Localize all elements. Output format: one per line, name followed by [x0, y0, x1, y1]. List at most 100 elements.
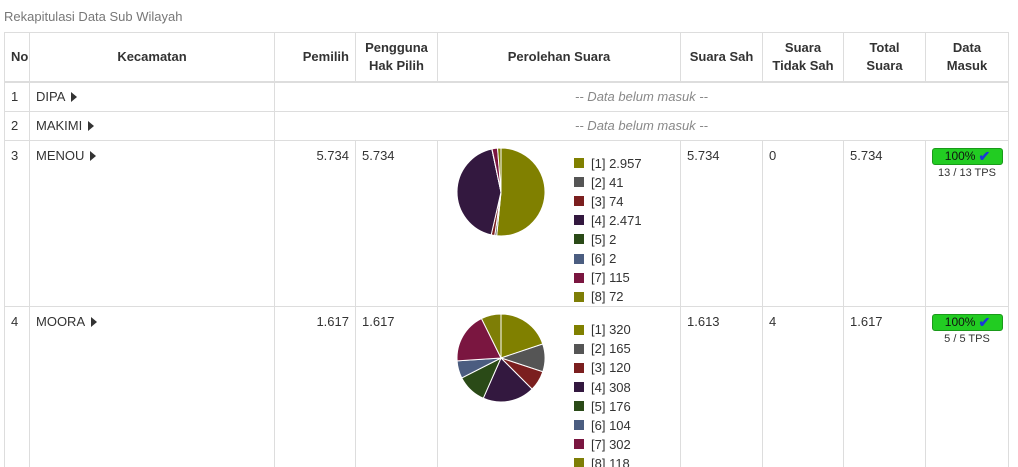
pie-slice-1: [496, 146, 546, 236]
header-pemilih: Pemilih: [274, 32, 356, 83]
legend-label: [5] 2: [591, 231, 617, 247]
row-no: 2: [4, 110, 30, 141]
header-pengguna: Pengguna Hak Pilih: [355, 32, 438, 83]
legend-swatch: [574, 196, 584, 207]
legend-item: [1] 320: [574, 320, 631, 339]
kecamatan-name: DIPA: [36, 88, 66, 104]
kecamatan-link[interactable]: MAKIMI: [36, 112, 95, 140]
progress-label: 100%: [944, 148, 976, 163]
kecamatan-link[interactable]: MOORA: [36, 314, 98, 330]
legend-item: [3] 74: [574, 192, 642, 211]
pengguna-value: 1.617: [355, 306, 438, 467]
total-value: 1.617: [843, 306, 926, 467]
pengguna-value: 5.734: [355, 139, 438, 308]
rekap-table: No Kecamatan Pemilih Pengguna Hak Pilih …: [4, 32, 1009, 467]
vote-pie-chart: [456, 313, 546, 403]
legend-item: [5] 176: [574, 397, 631, 416]
kecamatan-cell[interactable]: MOORA: [29, 306, 275, 467]
legend-label: [7] 115: [591, 270, 630, 286]
legend-swatch: [574, 158, 584, 169]
pie-slice-8: [480, 313, 502, 359]
caret-right-icon: [71, 91, 78, 102]
vote-legend: [1] 2.957 [2] 41 [3] 74 [4] 2.471 [5] 2 [6] 2…: [574, 154, 642, 307]
legend-item: [1] 2.957: [574, 154, 642, 173]
legend-label: [4] 308: [591, 379, 631, 395]
data-masuk-cell: 100% ✔ 13 / 13 TPS: [925, 139, 1009, 308]
pie-slice-4: [482, 357, 533, 403]
legend-item: [4] 308: [574, 378, 631, 397]
tidak-sah-value: 0: [762, 139, 844, 308]
status-text: -- Data belum masuk --: [274, 81, 1009, 112]
table-row: 4 MOORA 1.617 1.617 [1] 320 [2] 165 [3] 12…: [4, 306, 1009, 467]
legend-swatch: [574, 382, 584, 393]
legend-swatch: [574, 324, 584, 335]
legend-swatch: [574, 343, 584, 354]
sah-value: 5.734: [680, 139, 763, 308]
legend-item: [7] 115: [574, 268, 642, 287]
legend-label: [2] 41: [591, 174, 624, 190]
legend-label: [1] 2.957: [591, 155, 642, 171]
legend-label: [8] 118: [591, 455, 630, 467]
legend-swatch: [574, 362, 584, 373]
kecamatan-name: MOORA: [36, 314, 86, 330]
legend-item: [8] 72: [574, 287, 642, 306]
check-icon: ✔: [978, 314, 991, 331]
tps-count: 5 / 5 TPS: [944, 333, 990, 346]
status-text: -- Data belum masuk --: [274, 110, 1009, 141]
legend-item: [8] 118: [574, 454, 631, 467]
legend-swatch: [574, 401, 584, 412]
header-perolehan: Perolehan Suara: [437, 32, 681, 83]
tidak-sah-value: 4: [762, 306, 844, 467]
legend-label: [3] 74: [591, 193, 624, 209]
kecamatan-cell[interactable]: MAKIMI: [29, 110, 275, 141]
legend-swatch: [574, 177, 584, 188]
kecamatan-link[interactable]: DIPA: [36, 83, 78, 111]
header-row: No Kecamatan Pemilih Pengguna Hak Pilih …: [4, 32, 1009, 83]
legend-swatch: [574, 234, 584, 245]
legend-swatch: [574, 215, 584, 226]
table-row: 3 MENOU 5.734 5.734 [1] 2.957 [2] 41 [3] 7…: [4, 139, 1009, 308]
pemilih-value: 1.617: [274, 306, 356, 467]
kecamatan-cell[interactable]: DIPA: [29, 81, 275, 112]
pemilih-value: 5.734: [274, 139, 356, 308]
legend-swatch: [574, 420, 584, 431]
caret-right-icon: [90, 150, 97, 161]
pie-slice-8: [496, 146, 502, 192]
kecamatan-name: MAKIMI: [36, 117, 83, 133]
legend-item: [5] 2: [574, 230, 642, 249]
header-sah: Suara Sah: [680, 32, 763, 83]
vote-pie-chart: [456, 146, 546, 236]
header-masuk: Data Masuk: [925, 32, 1009, 83]
legend-swatch: [574, 253, 584, 264]
header-tidak-sah: Suara Tidak Sah: [762, 32, 844, 83]
legend-label: [3] 120: [591, 360, 631, 376]
perolehan-cell: [1] 2.957 [2] 41 [3] 74 [4] 2.471 [5] 2 [6] 2…: [437, 139, 681, 308]
legend-label: [8] 72: [591, 289, 624, 305]
legend-label: [1] 320: [591, 322, 631, 338]
vote-legend: [1] 320 [2] 165 [3] 120 [4] 308 [5] 176 [6] 1…: [574, 320, 631, 467]
table-caption: Rekapitulasi Data Sub Wilayah: [4, 9, 183, 24]
row-no: 4: [4, 306, 30, 467]
kecamatan-link[interactable]: MENOU: [36, 148, 97, 164]
legend-swatch: [574, 439, 584, 450]
tps-count: 13 / 13 TPS: [938, 166, 996, 179]
pie-slice-7: [456, 318, 502, 362]
legend-label: [5] 176: [591, 398, 631, 414]
progress-label: 100%: [944, 315, 976, 330]
legend-item: [7] 302: [574, 435, 631, 454]
sah-value: 1.613: [680, 306, 763, 467]
legend-swatch: [574, 272, 584, 283]
legend-label: [4] 2.471: [591, 212, 642, 228]
legend-swatch: [574, 291, 584, 302]
total-value: 5.734: [843, 139, 926, 308]
row-no: 1: [4, 81, 30, 112]
legend-label: [7] 302: [591, 436, 631, 452]
legend-label: [2] 165: [591, 341, 631, 357]
pie-slice-4: [456, 147, 502, 235]
legend-label: [6] 2: [591, 251, 617, 267]
legend-item: [4] 2.471: [574, 211, 642, 230]
legend-item: [3] 120: [574, 358, 631, 377]
perolehan-cell: [1] 320 [2] 165 [3] 120 [4] 308 [5] 176 [6] 1…: [437, 306, 681, 467]
kecamatan-cell[interactable]: MENOU: [29, 139, 275, 308]
legend-item: [6] 2: [574, 249, 642, 268]
